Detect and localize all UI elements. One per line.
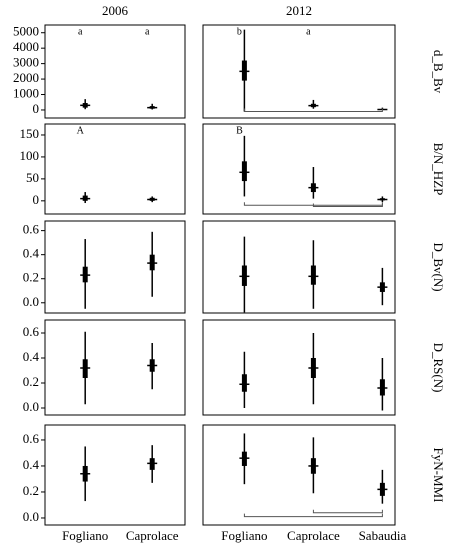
- y-tick-label: 0.0: [23, 399, 39, 414]
- y-tick-label: 0.2: [23, 374, 39, 389]
- bracket: [312, 509, 383, 514]
- panel-frame: [44, 24, 186, 119]
- panel-frame: [202, 123, 396, 215]
- y-tick-label: 0.2: [23, 483, 39, 498]
- y-tick-label: 0.0: [23, 509, 39, 524]
- panel-frame: [202, 220, 396, 314]
- column-header: 2012: [286, 3, 312, 18]
- letter: B: [236, 125, 243, 136]
- panel-frame: [44, 424, 186, 526]
- panel-frame: [202, 24, 396, 119]
- y-tick-label: 0.6: [23, 222, 40, 237]
- bracket: [243, 513, 383, 518]
- y-tick-label: 1000: [13, 86, 39, 101]
- y-tick-label: 150: [20, 126, 40, 141]
- y-tick-label: 0.4: [23, 246, 40, 261]
- row-label: FyN-MMI: [431, 448, 446, 503]
- letter: a: [145, 26, 150, 37]
- y-tick-label: 0: [33, 192, 40, 207]
- x-tick-label: Caprolace: [126, 528, 179, 543]
- y-tick-label: 0.6: [23, 324, 40, 339]
- y-tick-label: 5000: [13, 24, 39, 39]
- letter: b: [237, 26, 242, 37]
- panel-frame: [44, 319, 186, 416]
- y-tick-label: 0.0: [23, 294, 39, 309]
- x-tick-label: Sabaudia: [359, 528, 407, 543]
- bracket: [312, 203, 383, 208]
- panel-frame: [202, 424, 396, 526]
- x-tick-label: Caprolace: [287, 528, 340, 543]
- row-label: d_B_Bv: [431, 50, 446, 94]
- row-label: D_Bv(N): [431, 242, 446, 291]
- y-tick-label: 2000: [13, 70, 39, 85]
- x-tick-label: Fogliano: [62, 528, 108, 543]
- row-label: B/N_HZP: [431, 143, 446, 196]
- y-tick-label: 50: [26, 170, 39, 185]
- panel-frame: [44, 123, 186, 215]
- letter: A: [77, 125, 85, 136]
- y-tick-label: 0.4: [23, 457, 40, 472]
- y-tick-label: 3000: [13, 55, 39, 70]
- column-header: 2006: [102, 3, 129, 18]
- y-tick-label: 0.6: [23, 431, 40, 446]
- letter: a: [306, 26, 311, 37]
- y-tick-label: 0: [33, 101, 40, 116]
- bracket: [243, 108, 383, 113]
- row-label: D_RS(N): [431, 343, 446, 393]
- y-tick-label: 100: [20, 148, 40, 163]
- panel-frame: [44, 220, 186, 314]
- y-tick-label: 4000: [13, 39, 39, 54]
- y-tick-label: 0.2: [23, 270, 39, 285]
- panel-frame: [202, 319, 396, 416]
- letter: a: [78, 26, 83, 37]
- y-tick-label: 0.4: [23, 349, 40, 364]
- x-tick-label: Fogliano: [221, 528, 267, 543]
